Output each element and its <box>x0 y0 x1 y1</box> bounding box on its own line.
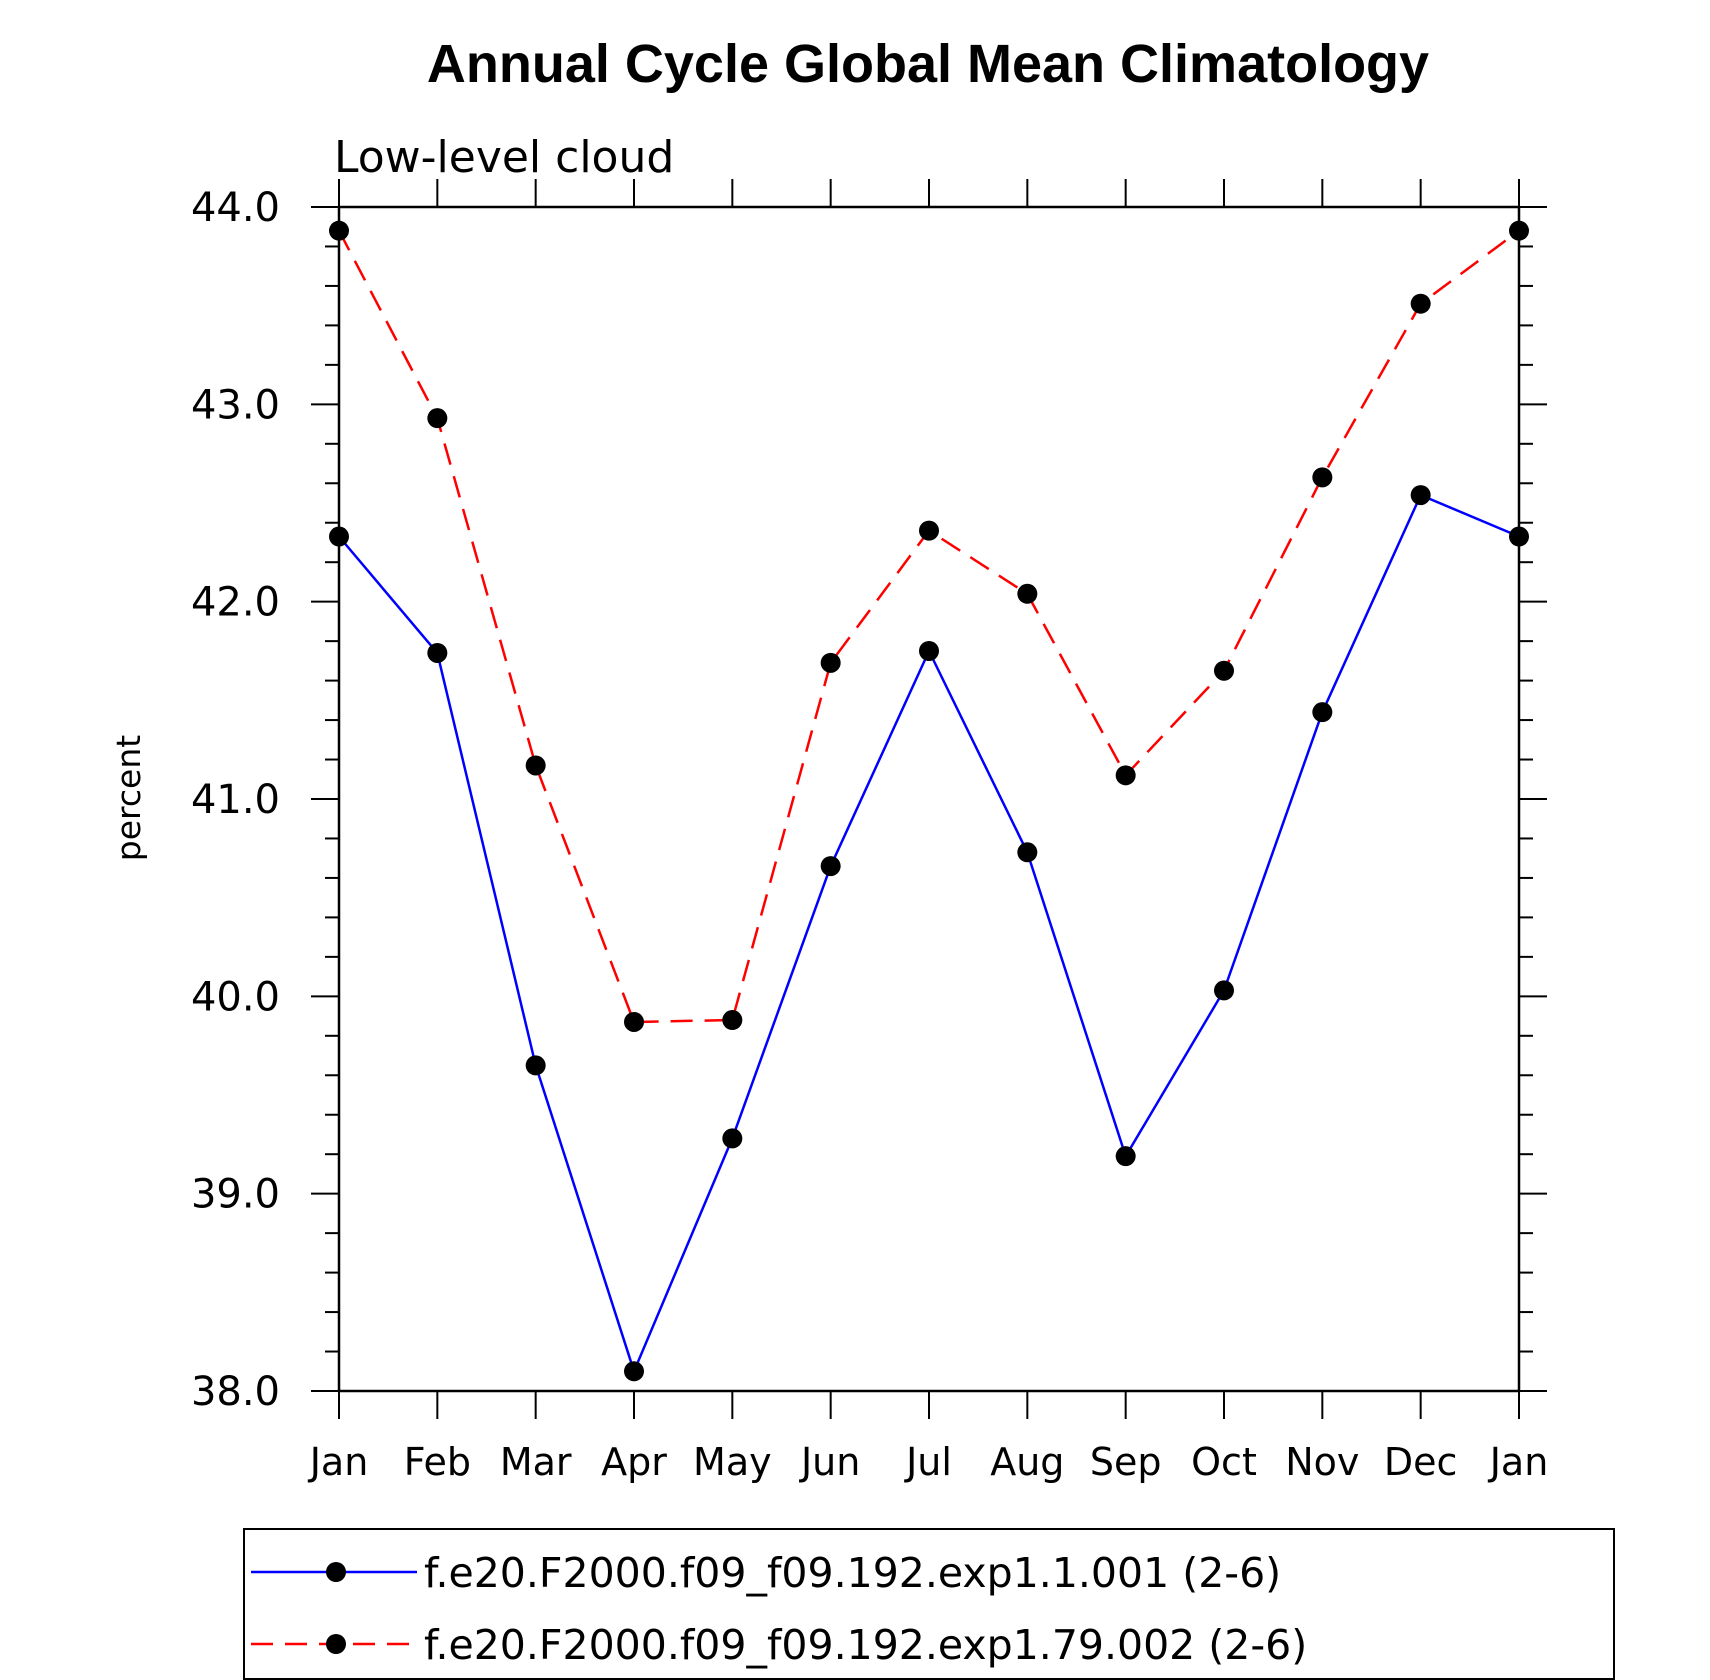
series-2-point <box>329 220 349 241</box>
y-tick-label: 44.0 <box>191 185 280 231</box>
series-2-point <box>1214 660 1234 681</box>
chart-subtitle: Low-level cloud <box>334 132 674 183</box>
series-2 <box>329 220 1529 1032</box>
legend-marker-2 <box>326 1634 346 1654</box>
x-tick-label: Jul <box>904 1440 952 1484</box>
x-axis-tick-labels: Jan Feb Mar Apr May Jun Jul Aug Sep Oct Nov Dec Jan <box>308 1440 1549 1484</box>
chart-title: Annual Cycle Global Mean Climatology <box>427 34 1429 94</box>
series-2-point <box>919 520 939 541</box>
x-tick-label: Mar <box>500 1440 572 1484</box>
series-1-point <box>329 526 349 547</box>
x-axis-ticks <box>338 179 1520 1419</box>
series-1-point <box>525 1055 546 1076</box>
legend-label-2: f.e20.F2000.f09_f09.192.exp1.79.002 (2-6… <box>424 1621 1307 1669</box>
x-tick-label: Apr <box>601 1440 667 1484</box>
series-2-point <box>427 408 448 429</box>
legend: f.e20.F2000.f09_f09.192.exp1.1.001 (2-6)… <box>243 1528 1615 1680</box>
x-tick-label: Oct <box>1191 1440 1257 1484</box>
series-2-point <box>1410 293 1431 314</box>
series-1-point <box>1312 702 1333 723</box>
series-1-point <box>1115 1146 1136 1167</box>
legend-box <box>243 1528 1615 1680</box>
series-1-point <box>919 641 939 661</box>
x-tick-label: Sep <box>1090 1440 1162 1484</box>
y-tick-label: 40.0 <box>191 974 280 1020</box>
x-tick-label: Nov <box>1285 1440 1359 1484</box>
series-1-point <box>1509 526 1529 547</box>
series-2-point <box>1115 765 1136 786</box>
series-2-point <box>820 652 841 673</box>
x-tick-label: Jun <box>799 1440 860 1484</box>
series-2-point <box>1017 583 1038 604</box>
y-axis-label: percent <box>109 735 148 861</box>
y-tick-label: 38.0 <box>191 1369 280 1415</box>
x-tick-label: Aug <box>990 1440 1064 1484</box>
plot-frame <box>337 205 1521 1393</box>
series-group <box>329 220 1529 1382</box>
series-1-point <box>1410 485 1431 506</box>
series-1-point <box>1017 842 1038 863</box>
series-1-point <box>722 1128 743 1149</box>
x-tick-label: Dec <box>1384 1440 1458 1484</box>
series-1-point <box>427 642 448 663</box>
series-line-1 <box>338 493 1520 1375</box>
series-line-2 <box>337 229 1520 1024</box>
y-axis-ticks <box>311 206 1547 1392</box>
x-tick-label: May <box>693 1440 772 1484</box>
x-tick-label: Jan <box>308 1440 369 1484</box>
y-tick-label: 41.0 <box>191 777 280 823</box>
legend-entry-1: f.e20.F2000.f09_f09.192.exp1.1.001 (2-6) <box>251 1549 1281 1597</box>
series-2-point <box>624 1011 644 1032</box>
x-tick-label: Jan <box>1488 1440 1549 1484</box>
series-2-point <box>722 1010 743 1031</box>
series-1-point <box>624 1361 644 1382</box>
series-2-point <box>1509 220 1529 241</box>
y-tick-label: 39.0 <box>191 1172 280 1218</box>
series-2-point <box>525 755 546 776</box>
series-1-point <box>1214 980 1234 1001</box>
series-2-point <box>1312 467 1333 488</box>
series-1 <box>329 485 1529 1382</box>
x-tick-label: Feb <box>404 1440 471 1484</box>
legend-entry-2: f.e20.F2000.f09_f09.192.exp1.79.002 (2-6… <box>251 1621 1307 1669</box>
y-tick-label: 43.0 <box>191 382 280 428</box>
y-tick-label: 42.0 <box>191 580 280 626</box>
series-1-point <box>820 856 841 877</box>
legend-label-1: f.e20.F2000.f09_f09.192.exp1.1.001 (2-6) <box>424 1549 1281 1597</box>
y-axis-tick-labels: 38.0 39.0 40.0 41.0 42.0 43.0 44.0 <box>191 185 280 1415</box>
legend-marker-1 <box>326 1562 346 1582</box>
